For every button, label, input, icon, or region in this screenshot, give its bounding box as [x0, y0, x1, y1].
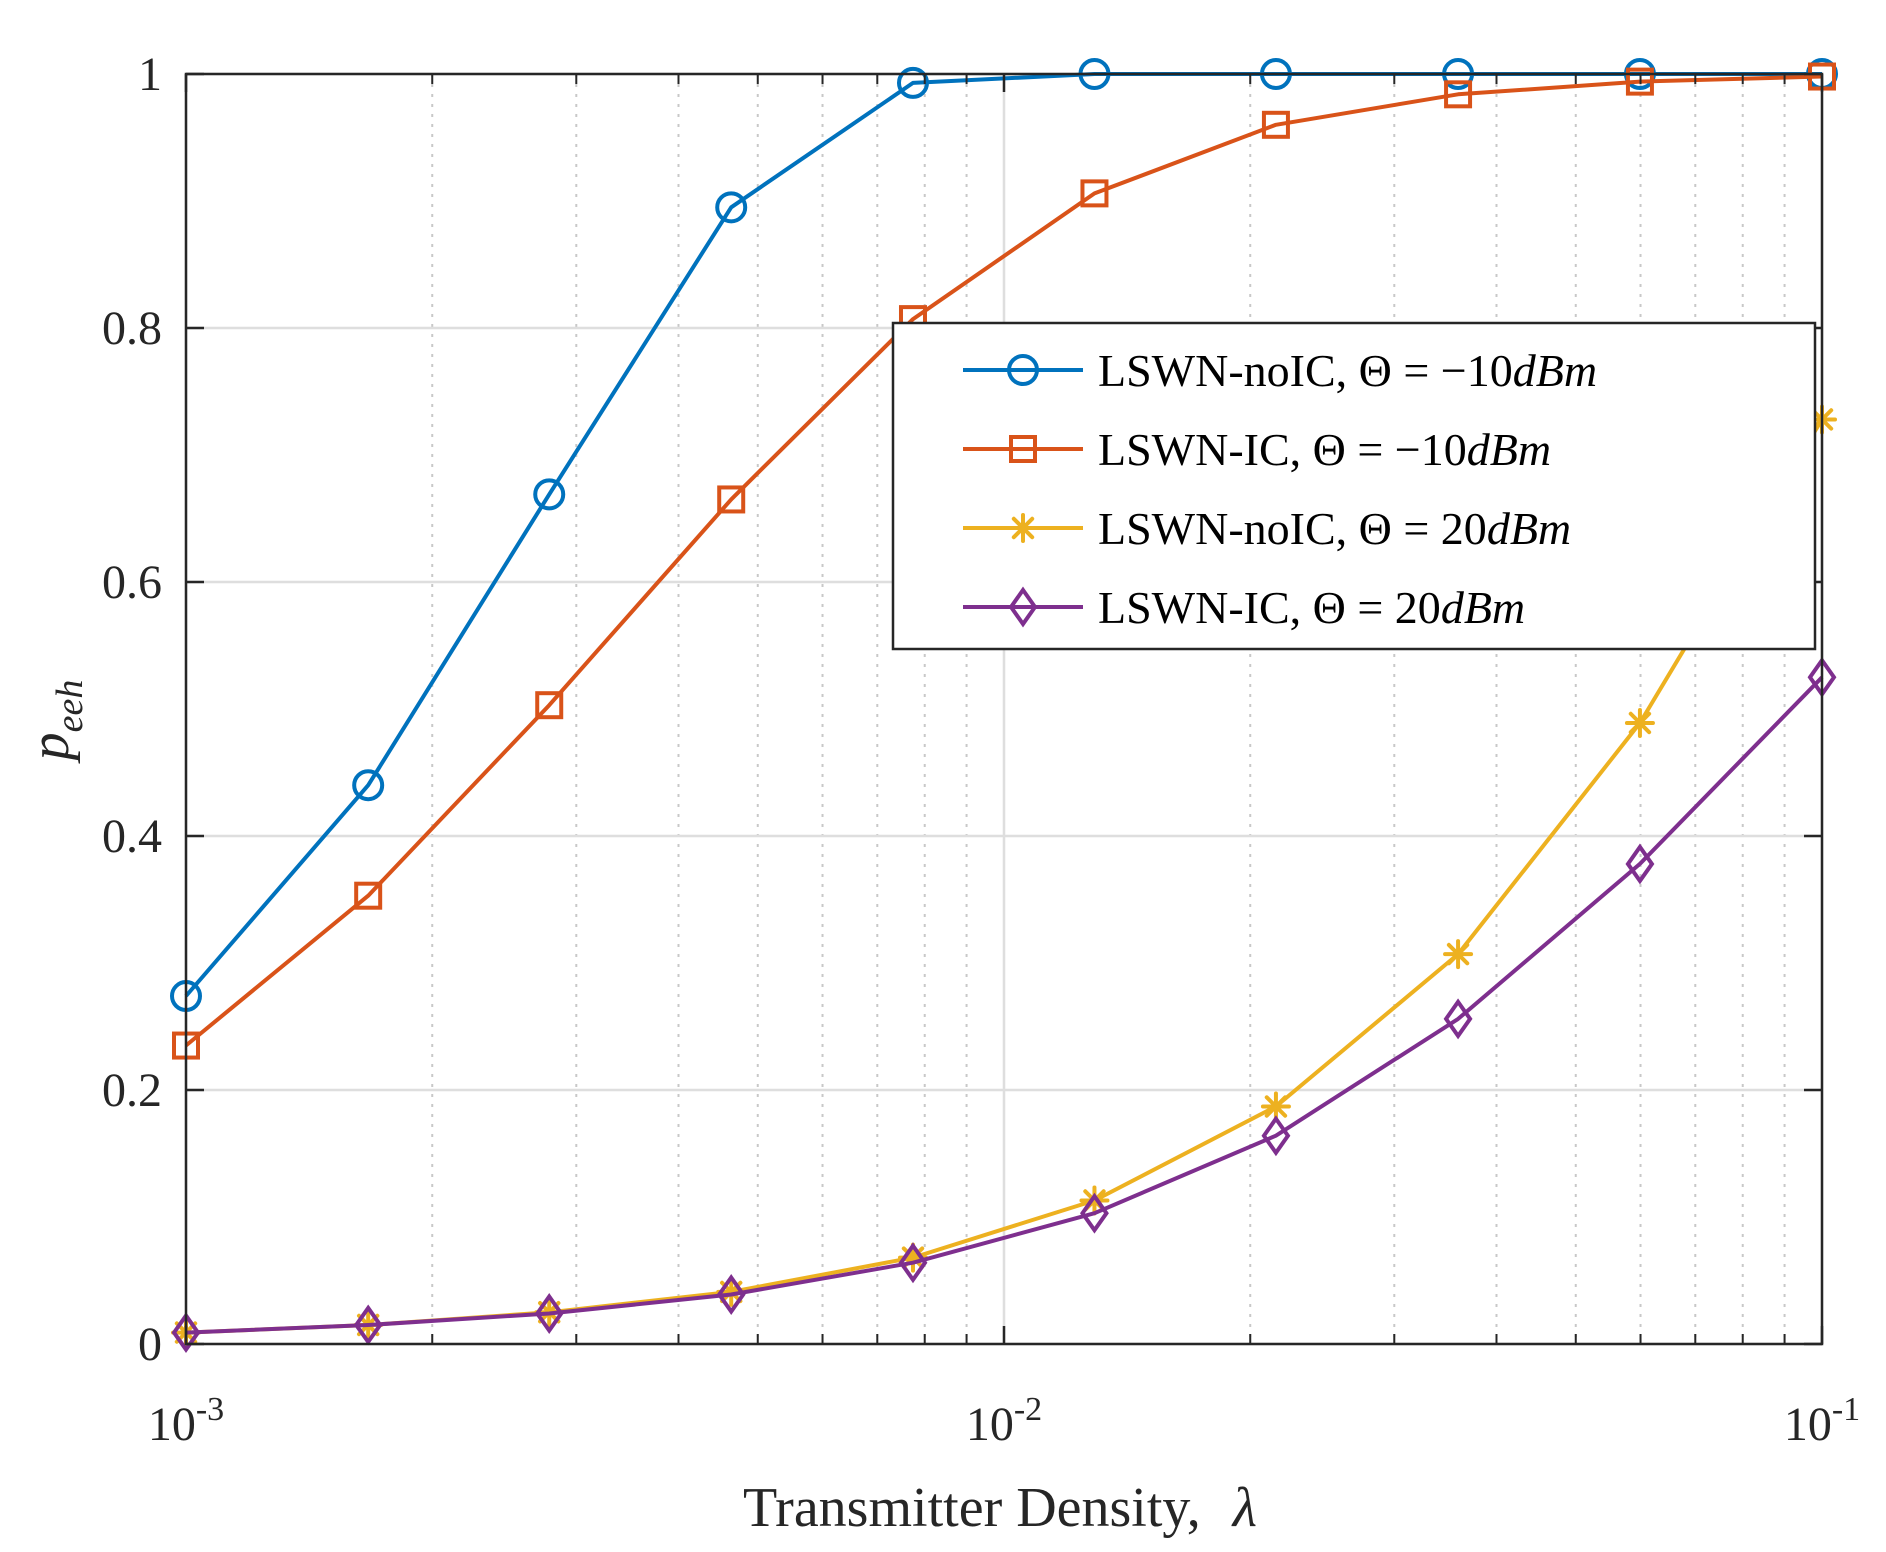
legend-label-text: LSWN-noIC, Θ = −10: [1098, 345, 1513, 396]
x-tick-label-exponent: -2: [1014, 1391, 1042, 1428]
legend-label: LSWN-IC, Θ = −10dBm: [1098, 424, 1551, 475]
legend-marker-asterisk: [1008, 513, 1038, 543]
data-point-asterisk: [1624, 707, 1655, 738]
data-point-square: [1261, 110, 1290, 139]
marker-asterisk-stroke: [1446, 942, 1470, 966]
x-axis-title-symbol: λ: [1231, 1477, 1257, 1539]
data-point-square: [354, 881, 383, 910]
data-point-square: [1444, 80, 1473, 109]
x-axis-title-text: Transmitter Density,: [743, 1477, 1201, 1539]
legend-label-unit: dBm: [1467, 424, 1551, 475]
legend-label-unit: dBm: [1487, 503, 1571, 554]
legend-entry-2: LSWN-IC, Θ = −10dBm: [963, 424, 1551, 475]
y-axis-title-main: p: [19, 732, 81, 764]
legend-label: LSWN-noIC, Θ = 20dBm: [1098, 503, 1571, 554]
axis-ticks: [184, 72, 1824, 1346]
series-line: [184, 74, 1823, 1048]
x-tick-label: 10-3: [148, 1391, 224, 1451]
x-tick-label-base: 10: [148, 1398, 196, 1451]
legend-label: LSWN-noIC, Θ = −10dBm: [1098, 345, 1597, 396]
data-point-diamond: [1261, 1115, 1291, 1157]
marker-asterisk-stroke: [1011, 516, 1035, 540]
data-point-asterisk: [1260, 1091, 1291, 1122]
y-tick-label: 0.6: [102, 556, 162, 609]
legend-entry-4: LSWN-IC, Θ = 20dBm: [963, 582, 1525, 633]
data-point-diamond: [353, 1304, 383, 1346]
y-tick-label: 0.8: [102, 302, 162, 355]
legend-label-unit: dBm: [1513, 345, 1597, 396]
y-axis-title: peeh: [19, 680, 91, 765]
data-point-circle: [352, 769, 385, 802]
legend-marker-square: [1009, 435, 1037, 463]
data-point-diamond: [1443, 998, 1473, 1040]
legend-label-text: LSWN-noIC, Θ = 20: [1098, 503, 1487, 554]
marker-asterisk-stroke: [1628, 711, 1652, 735]
series-2: [172, 62, 1836, 1060]
y-tick-label: 0: [138, 1318, 162, 1371]
data-point-diamond: [716, 1274, 746, 1315]
data-point-square: [1080, 179, 1109, 208]
x-tick-label-base: 10: [966, 1398, 1014, 1451]
legend-entry-3: LSWN-noIC, Θ = 20dBm: [963, 503, 1571, 554]
series-line: [185, 675, 1824, 1335]
y-tick-label: 0.2: [102, 1064, 162, 1117]
data-point-diamond: [1080, 1192, 1109, 1234]
y-axis-title-subscript: eeh: [49, 680, 91, 733]
legend-label: LSWN-IC, Θ = 20dBm: [1098, 582, 1525, 633]
x-tick-label: 10-2: [966, 1391, 1042, 1451]
y-tick-label: 0.4: [102, 810, 162, 863]
y-tick-label: 1: [138, 48, 162, 101]
data-point-circle: [715, 191, 748, 224]
data-point-square: [1625, 67, 1654, 96]
x-tick-label-exponent: -3: [196, 1391, 224, 1428]
legend-box: [891, 321, 1817, 651]
legend-marker-circle: [1007, 354, 1039, 386]
data-point-diamond: [1625, 843, 1655, 885]
legend-marker-diamond: [1008, 586, 1038, 628]
data-point-circle: [533, 478, 566, 511]
data-point-diamond: [898, 1242, 928, 1284]
x-tick-label-exponent: -1: [1832, 1391, 1860, 1428]
data-point-square: [717, 485, 746, 514]
data-point-diamond: [171, 1312, 201, 1354]
data-point-diamond: [534, 1293, 564, 1334]
tick-labels: 10-3 10-2 10-100.20.40.60.81: [102, 48, 1860, 1451]
x-tick-label: 10-1: [1784, 1391, 1860, 1451]
data-point-circle: [896, 66, 929, 99]
x-axis-title: Transmitter Density, λ: [743, 1477, 1257, 1539]
marker-asterisk-stroke: [1264, 1095, 1288, 1118]
legend-label-text: LSWN-IC, Θ = −10: [1098, 424, 1467, 475]
data-point-asterisk: [1443, 939, 1474, 970]
legend-label-text: LSWN-IC, Θ = 20: [1098, 582, 1441, 633]
legend-entry-1: LSWN-noIC, Θ = −10dBm: [963, 345, 1597, 396]
data-point-square: [535, 691, 564, 720]
x-tick-label-base: 10: [1784, 1398, 1832, 1451]
legend-label-unit: dBm: [1441, 582, 1525, 633]
